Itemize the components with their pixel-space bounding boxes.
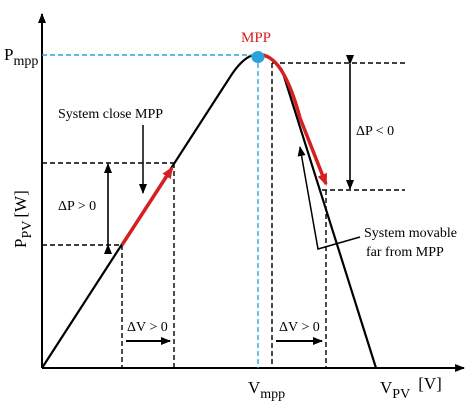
- y-axis-label: PPV[W]: [11, 190, 35, 248]
- delta-p-neg-label: ΔP < 0: [356, 124, 394, 139]
- delta-v-right-label: ΔV > 0: [279, 320, 320, 335]
- system-far-label-line2: far from MPP: [366, 245, 444, 260]
- system-far-pointer: [297, 146, 361, 250]
- x-axis-label: VPV[V]: [380, 374, 442, 402]
- delta-p-pos-label: ΔP > 0: [58, 199, 96, 214]
- p-mpp-label: Pmpp: [4, 45, 38, 69]
- red-arrow-right: [261, 53, 328, 186]
- mpp-point-label: MPP: [241, 30, 271, 46]
- system-close-label: System close MPP: [58, 107, 163, 122]
- mpp-point-marker: [251, 51, 265, 63]
- v-mpp-label: Vmpp: [248, 378, 285, 402]
- delta-v-left-label: ΔV > 0: [127, 320, 168, 335]
- system-far-label-line1: System movable: [364, 226, 457, 241]
- red-arrow-left: [120, 166, 174, 246]
